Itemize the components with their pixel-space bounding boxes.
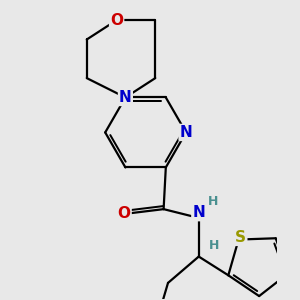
Text: N: N (119, 90, 132, 105)
Text: S: S (235, 230, 246, 245)
Text: N: N (192, 205, 205, 220)
Text: O: O (118, 206, 130, 221)
Text: N: N (180, 125, 192, 140)
Text: H: H (208, 195, 218, 208)
Text: O: O (110, 13, 123, 28)
Text: H: H (209, 239, 219, 252)
